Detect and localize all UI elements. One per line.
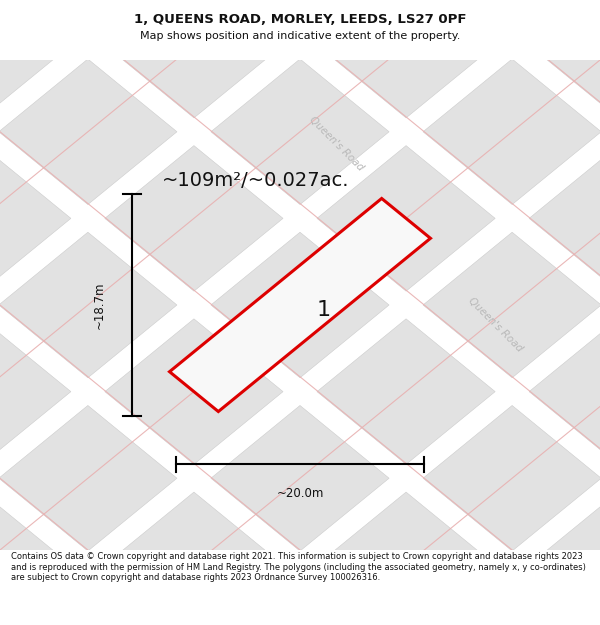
Polygon shape	[0, 579, 177, 625]
Polygon shape	[317, 146, 495, 291]
Text: Contains OS data © Crown copyright and database right 2021. This information is : Contains OS data © Crown copyright and d…	[11, 552, 586, 582]
Polygon shape	[105, 319, 283, 464]
Polygon shape	[317, 492, 495, 625]
Polygon shape	[105, 146, 283, 291]
Polygon shape	[0, 59, 177, 204]
Text: ~109m²/~0.027ac.: ~109m²/~0.027ac.	[162, 171, 349, 189]
Polygon shape	[0, 492, 71, 625]
Polygon shape	[529, 0, 600, 118]
Polygon shape	[423, 59, 600, 204]
Polygon shape	[105, 492, 283, 625]
Polygon shape	[317, 0, 495, 118]
Text: ~20.0m: ~20.0m	[277, 487, 323, 500]
Text: Queen's Road: Queen's Road	[466, 296, 524, 354]
Polygon shape	[0, 0, 177, 31]
Polygon shape	[423, 579, 600, 625]
Polygon shape	[211, 59, 389, 204]
Polygon shape	[0, 146, 71, 291]
Polygon shape	[529, 146, 600, 291]
Polygon shape	[211, 579, 389, 625]
Polygon shape	[0, 232, 177, 378]
Polygon shape	[211, 232, 389, 378]
Polygon shape	[423, 0, 600, 31]
Polygon shape	[529, 492, 600, 625]
Polygon shape	[105, 0, 283, 118]
Polygon shape	[211, 0, 389, 31]
Text: 1: 1	[317, 300, 331, 320]
Polygon shape	[317, 319, 495, 464]
Polygon shape	[0, 0, 71, 118]
Polygon shape	[0, 319, 71, 464]
Text: Queen's Road: Queen's Road	[307, 114, 365, 172]
Polygon shape	[211, 406, 389, 551]
Text: ~18.7m: ~18.7m	[92, 281, 106, 329]
Polygon shape	[170, 199, 430, 411]
Text: 1, QUEENS ROAD, MORLEY, LEEDS, LS27 0PF: 1, QUEENS ROAD, MORLEY, LEEDS, LS27 0PF	[134, 13, 466, 26]
Polygon shape	[423, 232, 600, 378]
Polygon shape	[529, 319, 600, 464]
Polygon shape	[0, 406, 177, 551]
Text: Map shows position and indicative extent of the property.: Map shows position and indicative extent…	[140, 31, 460, 41]
Polygon shape	[423, 406, 600, 551]
